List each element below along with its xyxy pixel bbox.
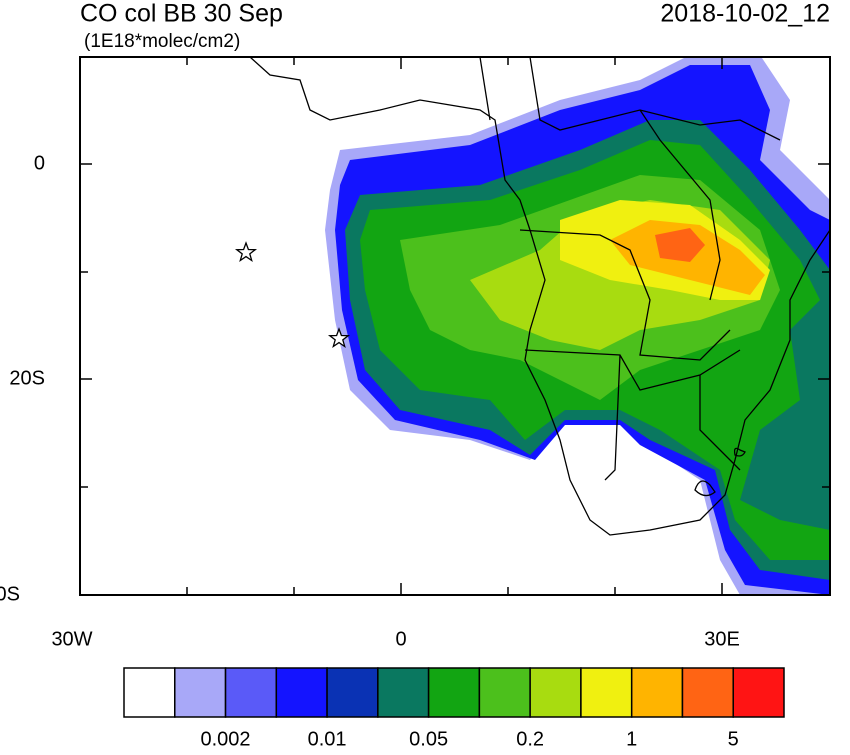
colorbar-box <box>326 667 379 718</box>
lon-label: 0 <box>395 628 406 650</box>
star-marker <box>327 327 351 349</box>
colorbar-box <box>427 667 481 718</box>
colorbar-label: 1 <box>626 728 637 750</box>
colorbar-label: 0.2 <box>516 728 544 750</box>
colorbar-label: 5 <box>728 728 739 750</box>
colorbar-box <box>681 667 734 718</box>
colorbar-box <box>174 667 227 718</box>
colorbar-box <box>478 667 531 718</box>
colorbar-box <box>732 667 785 718</box>
map-frame <box>79 56 831 596</box>
colorbar-box <box>275 667 328 718</box>
colorbar-box <box>224 667 278 718</box>
colorbar-label: 0.01 <box>308 728 347 750</box>
title: CO col BB 30 Sep <box>80 0 283 28</box>
colorbar-label: 0.05 <box>409 728 448 750</box>
lat-label: 0 <box>34 152 45 174</box>
lat-label: 40S <box>0 583 20 605</box>
lat-label: 20S <box>9 367 45 389</box>
colorbar-label: 0.002 <box>201 728 251 750</box>
colorbar-box <box>123 667 176 718</box>
colorbar-box <box>630 667 684 718</box>
coastlines <box>249 57 830 536</box>
ticks <box>79 57 830 595</box>
lon-label: 30W <box>51 628 92 650</box>
colorbar-box <box>377 667 430 718</box>
colorbar: 0.002 0.01 0.05 0.2 1 5 <box>123 667 785 750</box>
plume <box>325 57 830 595</box>
subtitle: (1E18*molec/cm2) <box>84 31 240 52</box>
colorbar-box <box>529 667 582 718</box>
star-marker <box>234 241 258 263</box>
colorbar-box <box>580 667 633 718</box>
date: 2018-10-02_12 <box>660 0 830 28</box>
lon-label: 30E <box>704 628 740 650</box>
